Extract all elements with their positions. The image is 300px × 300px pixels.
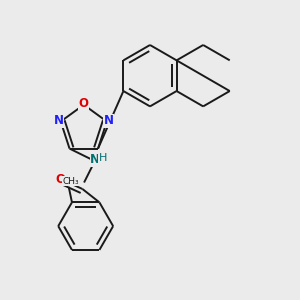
Text: O: O — [56, 173, 66, 186]
Text: H: H — [99, 153, 107, 163]
Text: O: O — [79, 97, 89, 110]
Text: N: N — [54, 114, 64, 128]
Text: CH₃: CH₃ — [62, 176, 79, 185]
Text: N: N — [90, 153, 100, 167]
Text: N: N — [104, 114, 114, 128]
